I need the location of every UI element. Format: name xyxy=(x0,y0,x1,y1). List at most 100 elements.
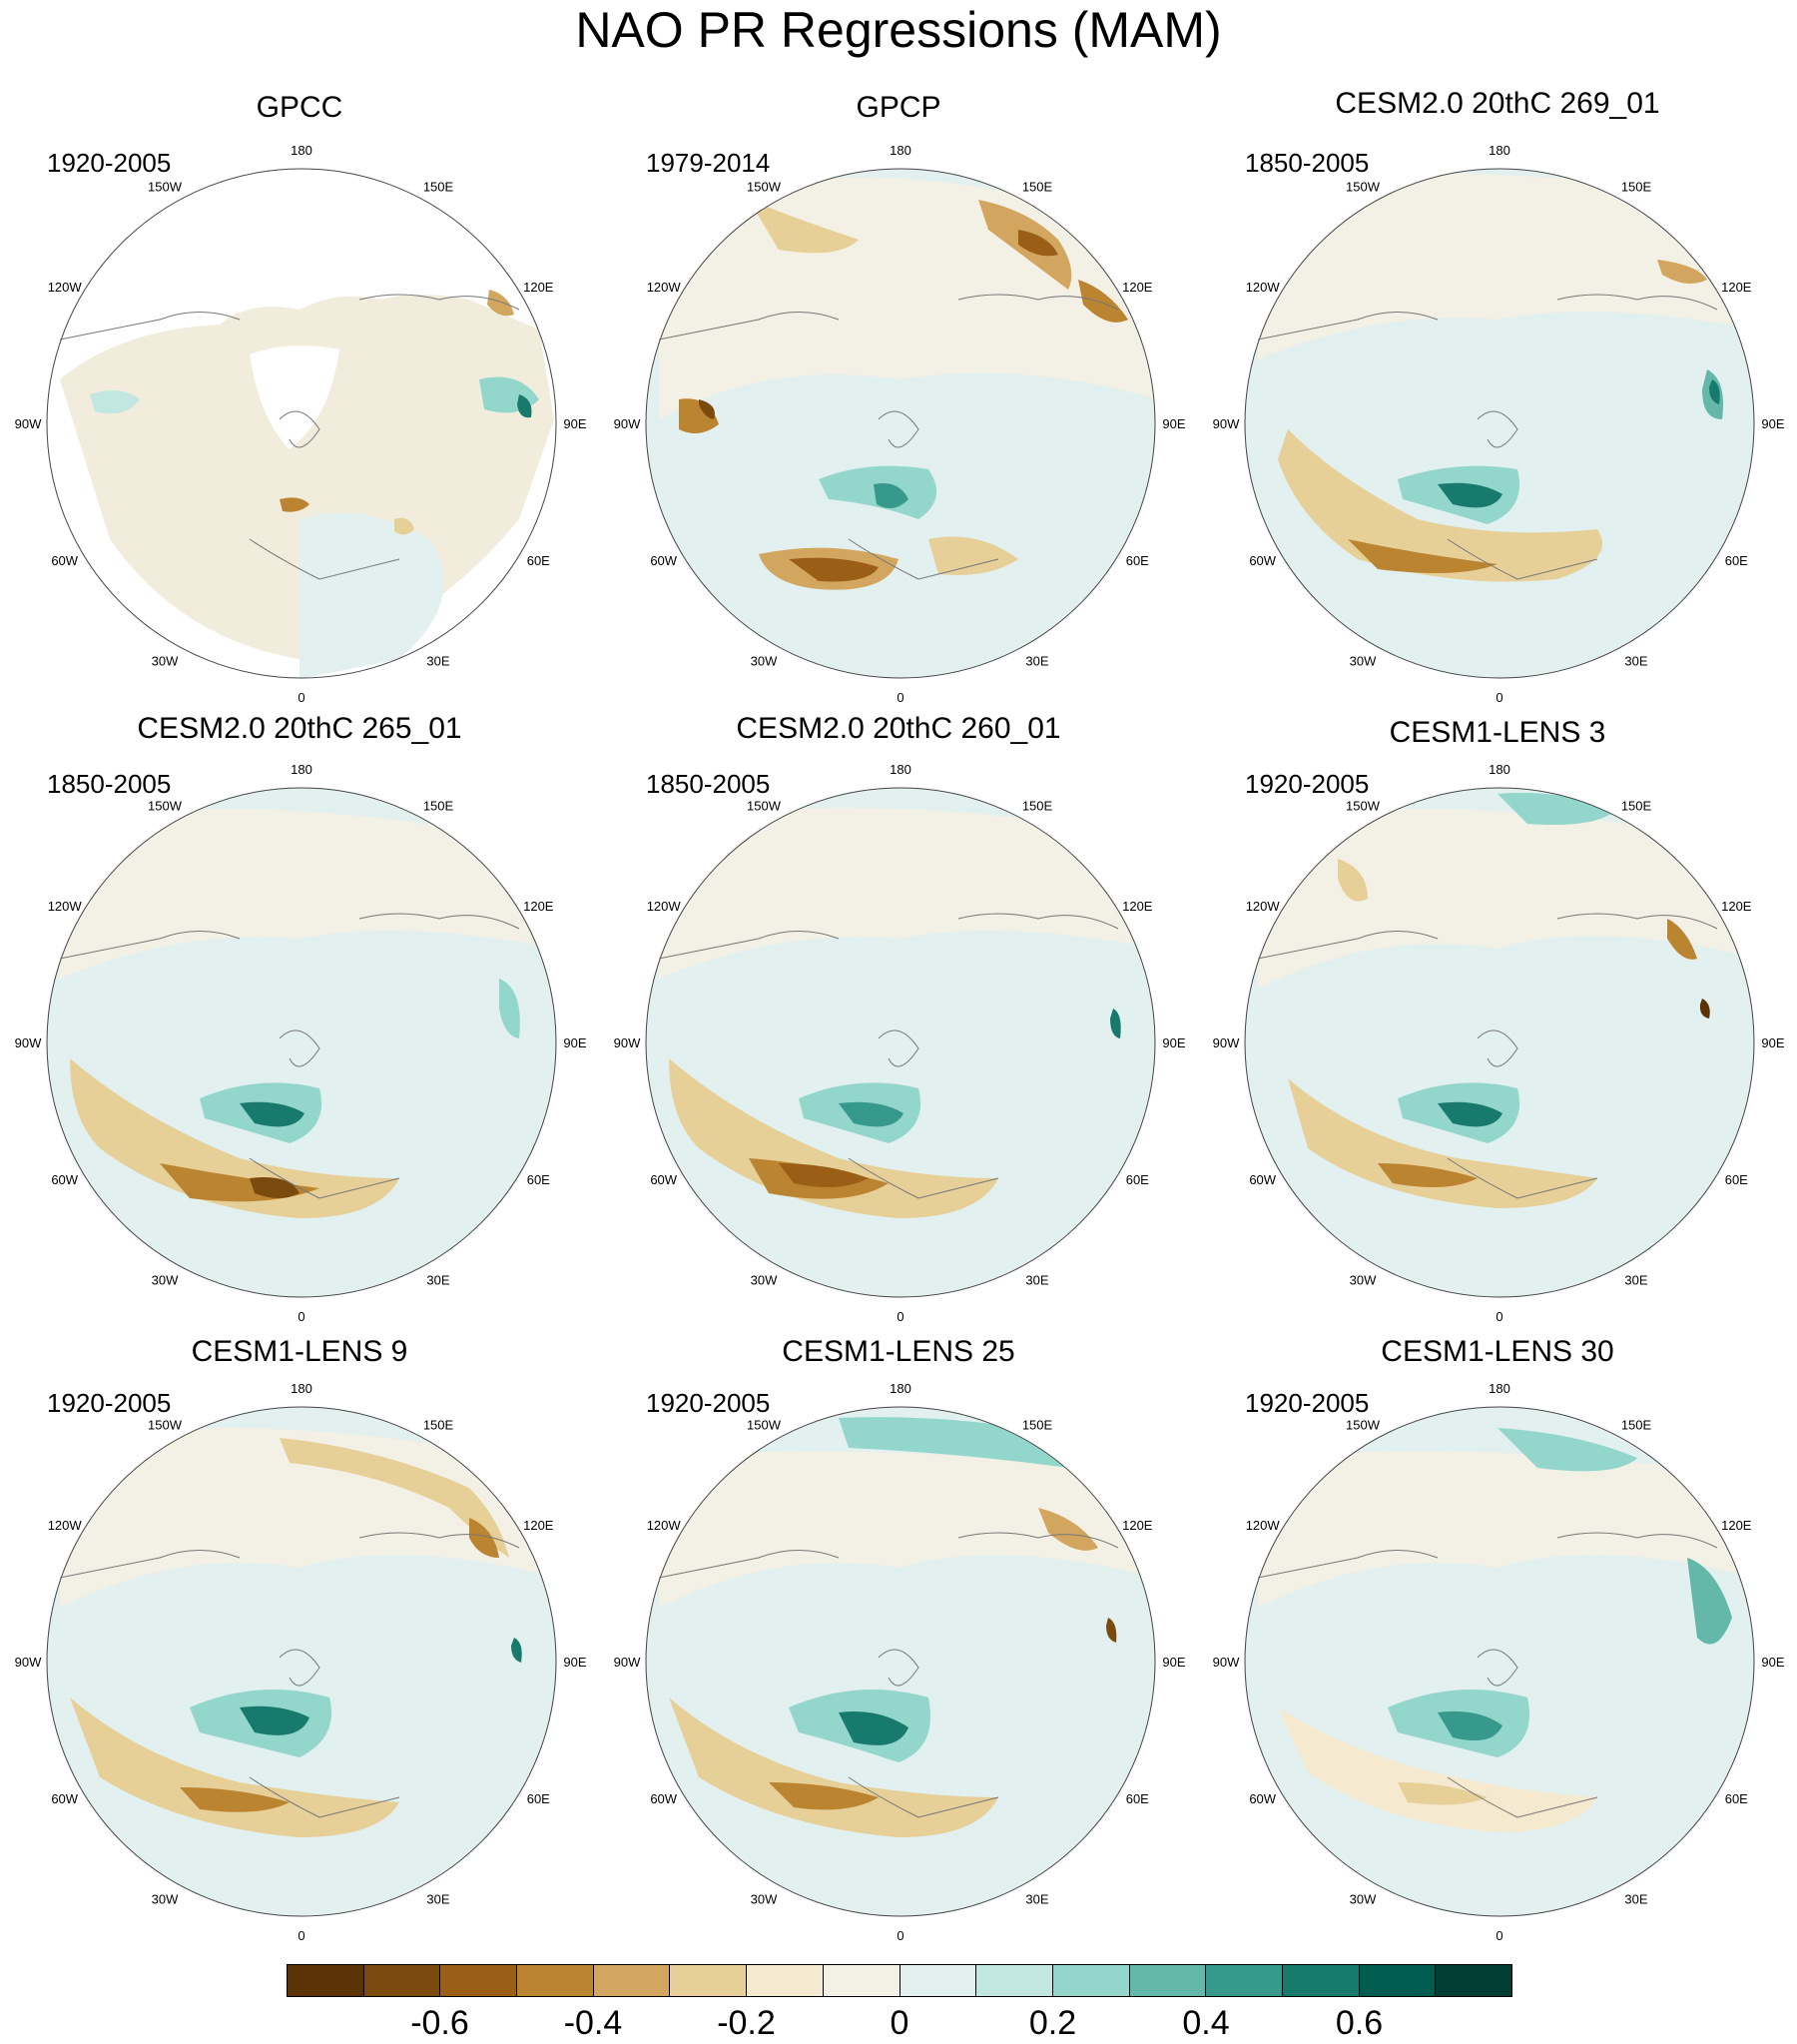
colorbar-swatch xyxy=(1129,1965,1207,1996)
polar-map: 180 150E 120E 90E 60E 30E 0 30W 60W 90W 120W 150W xyxy=(15,143,587,705)
colorbar-swatch xyxy=(823,1965,900,1996)
longitude-label: 180 xyxy=(1489,1381,1510,1396)
longitude-label: 120E xyxy=(523,899,554,914)
longitude-label: 0 xyxy=(1496,690,1502,705)
longitude-label: 150W xyxy=(747,180,782,195)
longitude-label: 0 xyxy=(298,1928,304,1943)
longitude-label: 60E xyxy=(1725,1791,1748,1806)
longitude-label: 120W xyxy=(647,1518,682,1533)
map-panel-gpcc: GPCC 1920-2005 180 150E 120E 90E 60E 30E 0 30W 6… xyxy=(0,0,599,705)
longitude-label: 30E xyxy=(1624,1891,1647,1906)
longitude-label: 120W xyxy=(48,1518,83,1533)
longitude-label: 60E xyxy=(1126,553,1149,568)
panel-period: 1850-2005 xyxy=(1245,148,1370,178)
longitude-label: 0 xyxy=(897,690,903,705)
longitude-label: 30E xyxy=(1624,653,1647,668)
longitude-label: 150W xyxy=(1346,799,1381,814)
longitude-label: 60E xyxy=(527,1172,550,1187)
longitude-label: 30W xyxy=(152,653,179,668)
panel-title: CESM2.0 20thC 265_01 xyxy=(137,712,462,745)
longitude-label: 150E xyxy=(1022,1418,1053,1433)
panel-period: 1920-2005 xyxy=(1245,769,1370,799)
longitude-label: 90E xyxy=(1162,1655,1185,1670)
longitude-label: 150W xyxy=(747,1418,782,1433)
longitude-label: 90W xyxy=(614,416,641,431)
map-panel-lens-9: CESM1-LENS 9 1920-2005 180 150E 120E 90E 60E… xyxy=(0,1238,599,1943)
longitude-label: 60E xyxy=(527,553,550,568)
longitude-label: 0 xyxy=(298,690,304,705)
longitude-label: 30W xyxy=(152,1891,179,1906)
longitude-label: 30E xyxy=(426,1272,449,1287)
polar-map: 180 150E 120E 90E 60E 30E 0 30W 60W 90W 120W 150W xyxy=(614,762,1186,1324)
panel-title: GPCC xyxy=(256,91,343,124)
panel-title: CESM2.0 20thC 260_01 xyxy=(736,712,1061,745)
longitude-label: 30W xyxy=(1350,653,1377,668)
longitude-label: 90E xyxy=(563,416,586,431)
colorbar-tick-label: 0.4 xyxy=(1182,2004,1230,2042)
polar-map: 180 150E 120E 90E 60E 30E 0 30W 60W 90W 120W 150W xyxy=(15,1381,587,1943)
longitude-label: 90W xyxy=(1213,1655,1240,1670)
longitude-label: 90W xyxy=(614,1655,641,1670)
longitude-label: 150E xyxy=(1621,799,1652,814)
longitude-label: 0 xyxy=(897,1309,903,1324)
longitude-label: 120W xyxy=(48,280,83,295)
longitude-label: 120E xyxy=(523,280,554,295)
colorbar-swatch xyxy=(363,1965,441,1996)
colorbar xyxy=(287,1964,1512,1997)
longitude-label: 120E xyxy=(523,1518,554,1533)
panel-period: 1850-2005 xyxy=(646,769,771,799)
longitude-label: 150E xyxy=(1022,180,1053,195)
longitude-label: 120W xyxy=(1246,280,1281,295)
longitude-label: 60E xyxy=(527,1791,550,1806)
longitude-label: 180 xyxy=(890,143,911,158)
longitude-label: 90W xyxy=(15,1035,42,1050)
longitude-label: 90E xyxy=(563,1035,586,1050)
longitude-label: 60W xyxy=(51,1172,78,1187)
polar-map: 180 150E 120E 90E 60E 30E 0 30W 60W 90W 120W 150W xyxy=(614,143,1186,705)
polar-map: 180 150E 120E 90E 60E 30E 0 30W 60W 90W 120W 150W xyxy=(1213,1381,1785,1943)
main-title: NAO PR Regressions (MAM) xyxy=(575,2,1222,58)
longitude-label: 30W xyxy=(1350,1272,1377,1287)
longitude-label: 30E xyxy=(1025,1272,1048,1287)
longitude-label: 150W xyxy=(148,180,183,195)
longitude-label: 120E xyxy=(1122,899,1153,914)
longitude-label: 30E xyxy=(426,653,449,668)
longitude-label: 30W xyxy=(751,1272,778,1287)
longitude-label: 0 xyxy=(298,1309,304,1324)
map-panel-lens-3: CESM1-LENS 3 1920-2005 180 150E 120E 90E 60E… xyxy=(1198,619,1797,1324)
longitude-label: 150E xyxy=(1022,799,1053,814)
panel-title: CESM1-LENS 9 xyxy=(191,1335,408,1368)
colorbar-swatch xyxy=(670,1965,748,1996)
polar-map: 180 150E 120E 90E 60E 30E 0 30W 60W 90W 120W 150W xyxy=(15,762,587,1324)
longitude-label: 90W xyxy=(15,1655,42,1670)
colorbar-swatch xyxy=(1206,1965,1283,1996)
map-panel-cesm2-269: CESM2.0 20thC 269_01 1850-2005 180 150E 12… xyxy=(1198,0,1797,705)
longitude-label: 90E xyxy=(1162,1035,1185,1050)
longitude-label: 150W xyxy=(148,799,183,814)
longitude-label: 0 xyxy=(1496,1309,1502,1324)
longitude-label: 90E xyxy=(1761,1655,1784,1670)
longitude-label: 180 xyxy=(291,143,312,158)
longitude-label: 90W xyxy=(1213,416,1240,431)
longitude-label: 60W xyxy=(1249,553,1276,568)
longitude-label: 150W xyxy=(148,1418,183,1433)
longitude-label: 30E xyxy=(1025,653,1048,668)
map-panel-gpcp: GPCP 1979-2014 180 150E 120E 90E 60E 30E 0 30W 6… xyxy=(599,0,1198,705)
colorbar-tick-label: 0.6 xyxy=(1335,2004,1384,2042)
longitude-label: 120W xyxy=(647,280,682,295)
longitude-label: 180 xyxy=(890,1381,911,1396)
longitude-label: 120E xyxy=(1721,899,1752,914)
longitude-label: 90E xyxy=(1761,416,1784,431)
colorbar-swatch xyxy=(899,1965,977,1996)
colorbar-swatch xyxy=(1282,1965,1360,1996)
longitude-label: 120W xyxy=(48,899,83,914)
longitude-label: 30W xyxy=(751,653,778,668)
longitude-label: 60W xyxy=(650,553,677,568)
panel-title: GPCP xyxy=(856,91,941,124)
longitude-label: 150E xyxy=(1621,1418,1652,1433)
longitude-label: 150E xyxy=(423,799,454,814)
longitude-label: 180 xyxy=(291,1381,312,1396)
longitude-label: 120E xyxy=(1721,1518,1752,1533)
longitude-label: 120E xyxy=(1721,280,1752,295)
longitude-label: 120E xyxy=(1122,1518,1153,1533)
